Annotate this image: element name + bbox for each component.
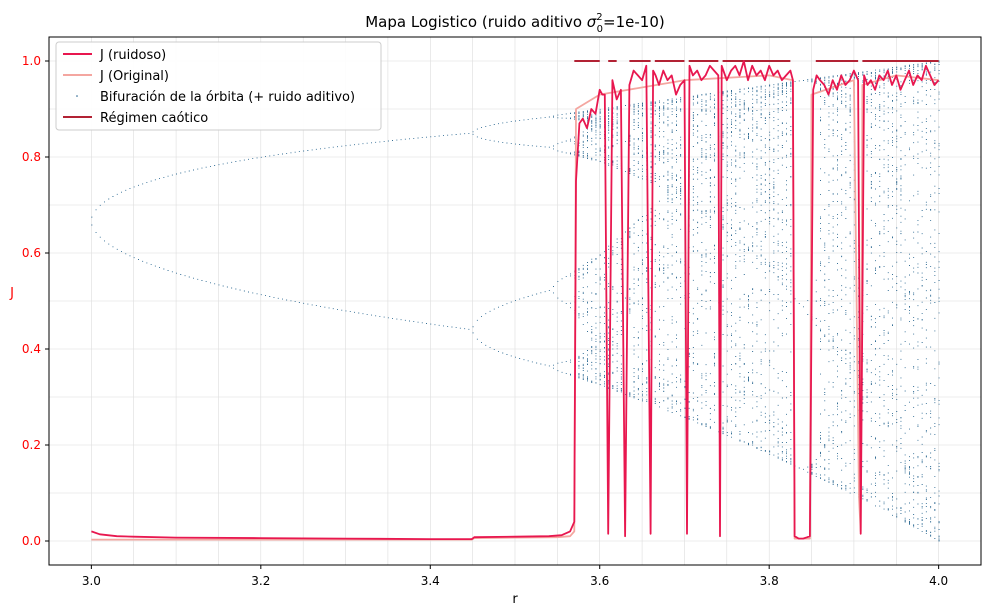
- legend-swatch-bifurcation: [76, 95, 78, 97]
- y-tick-label: 0.2: [22, 438, 41, 452]
- chart-title: Mapa Logistico (ruido aditivo σ2 0=1e-10): [365, 12, 665, 35]
- x-tick-label: 3.6: [590, 574, 609, 588]
- y-tick-label: 0.4: [22, 342, 41, 356]
- title-suffix: =1e-10): [603, 13, 665, 31]
- legend-label-noisy: J (ruidoso): [99, 48, 166, 63]
- y-tick-label: 1.0: [22, 54, 41, 68]
- x-tick-label: 4.0: [929, 574, 948, 588]
- y-tick-label: 0.8: [22, 150, 41, 164]
- legend-label-original: J (Original): [99, 69, 169, 84]
- series-lines: [91, 60, 940, 541]
- legend-label-chaotic: Régimen caótico: [100, 111, 208, 126]
- title-subscript: 0: [597, 24, 603, 35]
- legend-label-bifurcation: Bifuración de la órbita (+ ruido aditivo…: [100, 90, 355, 105]
- bifurcation-points: [91, 60, 940, 542]
- x-tick-label: 3.0: [82, 574, 101, 588]
- x-axis-label: r: [512, 592, 518, 607]
- series-line-original: [91, 74, 939, 541]
- legend-box: [55, 41, 382, 131]
- legend: J (ruidoso) J (Original) Bifuración de l…: [55, 41, 382, 131]
- y-axis-label: J: [9, 286, 14, 301]
- series-line-noisy: [91, 60, 940, 540]
- y-tick-label: 0.6: [22, 246, 41, 260]
- plot-frame: [48, 36, 982, 566]
- title-superscript: 2: [596, 12, 602, 23]
- x-axis-ticks: 3.0 3.2 3.4 3.6 3.8 4.0: [82, 565, 948, 588]
- bifurcation-orbit: [91, 60, 940, 542]
- x-tick-label: 3.4: [421, 574, 440, 588]
- x-tick-label: 3.8: [760, 574, 779, 588]
- title-sigma: σ: [587, 13, 597, 31]
- title-prefix: Mapa Logistico (ruido aditivo: [365, 13, 587, 31]
- y-axis-ticks: 0.0 0.2 0.4 0.6 0.8 1.0: [22, 54, 49, 548]
- y-tick-label: 0.0: [22, 534, 41, 548]
- x-tick-label: 3.2: [251, 574, 270, 588]
